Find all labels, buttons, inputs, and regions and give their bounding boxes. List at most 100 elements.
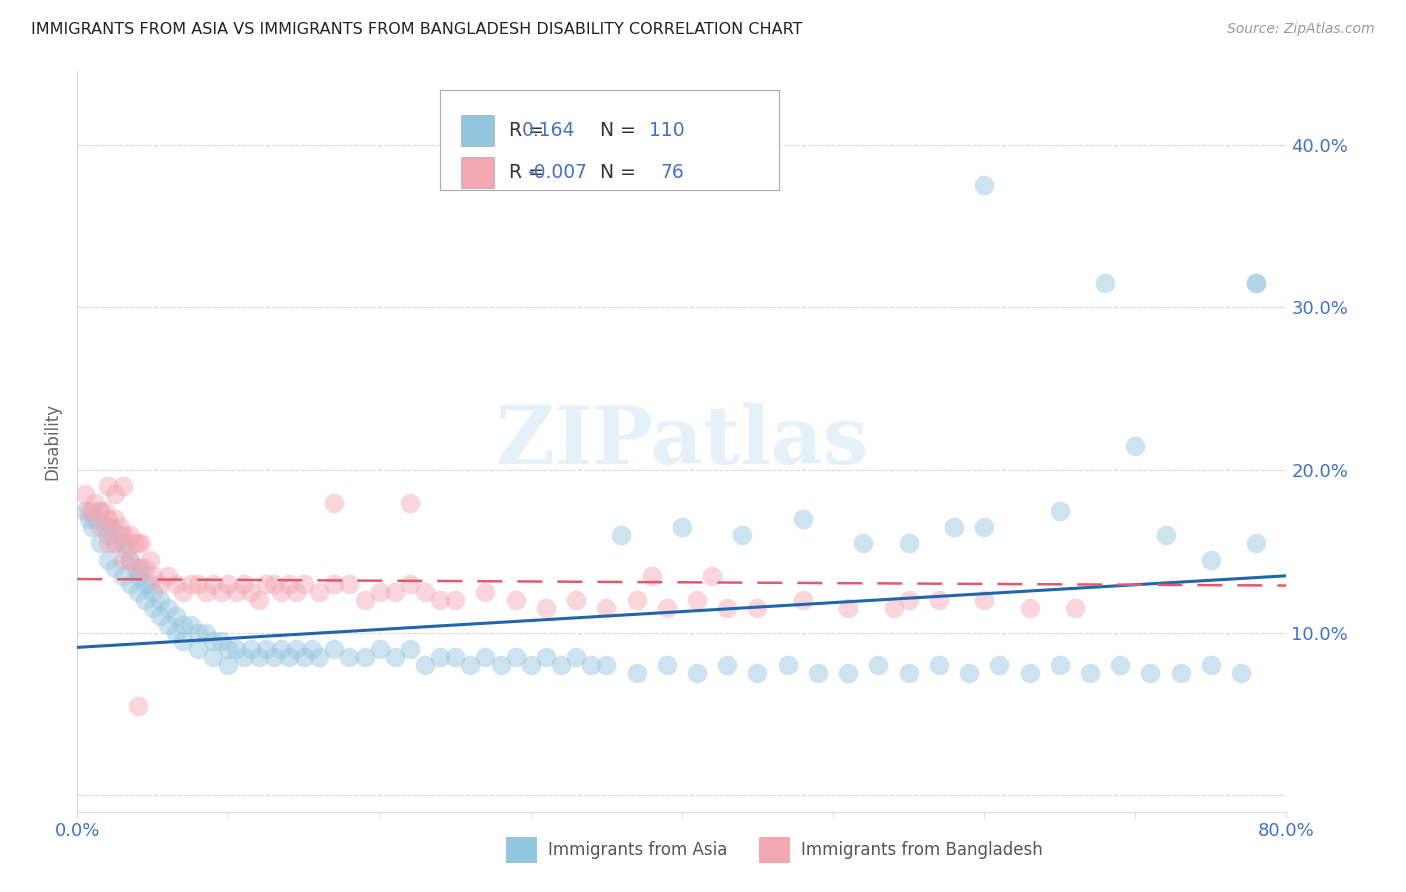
Point bbox=[127, 560, 149, 574]
Point bbox=[474, 585, 496, 599]
Point bbox=[301, 642, 323, 657]
Point bbox=[928, 593, 950, 607]
Point bbox=[157, 568, 180, 582]
Point bbox=[1123, 439, 1146, 453]
Point bbox=[973, 593, 995, 607]
Point bbox=[702, 568, 724, 582]
Text: ZIPatlas: ZIPatlas bbox=[496, 402, 868, 481]
Point bbox=[139, 577, 162, 591]
Point bbox=[270, 585, 292, 599]
Text: Source: ZipAtlas.com: Source: ZipAtlas.com bbox=[1227, 22, 1375, 37]
FancyBboxPatch shape bbox=[440, 90, 779, 190]
Text: Immigrants from Bangladesh: Immigrants from Bangladesh bbox=[801, 841, 1043, 859]
Point bbox=[165, 609, 187, 624]
Point bbox=[108, 520, 131, 534]
Point bbox=[96, 512, 118, 526]
Point bbox=[837, 666, 859, 681]
Point bbox=[323, 495, 346, 509]
Point bbox=[218, 658, 240, 673]
Point bbox=[837, 601, 859, 615]
Point bbox=[96, 528, 118, 542]
Point bbox=[1246, 276, 1268, 290]
Point bbox=[897, 666, 920, 681]
Point bbox=[792, 593, 814, 607]
Point bbox=[120, 552, 142, 566]
Point bbox=[973, 178, 995, 193]
Point bbox=[129, 560, 152, 574]
Point bbox=[792, 512, 814, 526]
Point bbox=[127, 698, 149, 713]
Point bbox=[285, 585, 308, 599]
Point bbox=[776, 658, 799, 673]
Text: R =: R = bbox=[509, 162, 544, 182]
Point bbox=[111, 568, 134, 582]
Point bbox=[172, 633, 194, 648]
Point bbox=[323, 577, 346, 591]
Point bbox=[127, 585, 149, 599]
Point bbox=[96, 479, 118, 493]
Point bbox=[263, 650, 285, 665]
Point bbox=[157, 601, 180, 615]
Point bbox=[399, 577, 422, 591]
Point bbox=[142, 568, 165, 582]
Point bbox=[111, 536, 134, 550]
Point bbox=[84, 495, 107, 509]
Point bbox=[73, 487, 96, 501]
Point bbox=[124, 536, 146, 550]
Point bbox=[308, 650, 330, 665]
Point bbox=[1094, 276, 1116, 290]
Point bbox=[254, 577, 277, 591]
Point bbox=[149, 609, 172, 624]
Point bbox=[247, 593, 270, 607]
Point bbox=[202, 577, 225, 591]
Point bbox=[444, 593, 467, 607]
Point bbox=[263, 577, 285, 591]
Point bbox=[100, 520, 122, 534]
Point bbox=[1018, 666, 1040, 681]
Point bbox=[142, 601, 165, 615]
Point bbox=[232, 650, 254, 665]
Point bbox=[626, 666, 648, 681]
Point bbox=[89, 504, 111, 518]
Point bbox=[581, 658, 603, 673]
Point bbox=[444, 650, 467, 665]
Point bbox=[139, 552, 162, 566]
Point bbox=[111, 552, 134, 566]
Point bbox=[89, 504, 111, 518]
Point bbox=[225, 585, 247, 599]
Point bbox=[474, 650, 496, 665]
Point bbox=[89, 536, 111, 550]
Text: -0.007: -0.007 bbox=[527, 162, 588, 182]
Point bbox=[120, 552, 142, 566]
Point bbox=[353, 593, 375, 607]
Text: 0.164: 0.164 bbox=[522, 121, 575, 140]
Point bbox=[202, 650, 225, 665]
Point bbox=[641, 568, 664, 582]
Point bbox=[1064, 601, 1087, 615]
Point bbox=[82, 504, 104, 518]
Point bbox=[1230, 666, 1253, 681]
Point bbox=[108, 528, 131, 542]
Point bbox=[194, 625, 217, 640]
Point bbox=[254, 642, 277, 657]
Point bbox=[149, 577, 172, 591]
Point bbox=[897, 536, 920, 550]
Point bbox=[111, 528, 134, 542]
Point bbox=[505, 593, 527, 607]
Bar bbox=[461, 115, 495, 146]
Point bbox=[1078, 666, 1101, 681]
Point bbox=[165, 577, 187, 591]
Text: IMMIGRANTS FROM ASIA VS IMMIGRANTS FROM BANGLADESH DISABILITY CORRELATION CHART: IMMIGRANTS FROM ASIA VS IMMIGRANTS FROM … bbox=[31, 22, 803, 37]
Point bbox=[104, 536, 127, 550]
Point bbox=[565, 650, 588, 665]
Point bbox=[172, 585, 194, 599]
Point bbox=[308, 585, 330, 599]
Point bbox=[218, 577, 240, 591]
Point bbox=[111, 479, 134, 493]
Point bbox=[973, 520, 995, 534]
Point bbox=[232, 577, 254, 591]
Point bbox=[747, 601, 769, 615]
Point bbox=[134, 577, 156, 591]
Point bbox=[247, 650, 270, 665]
Point bbox=[96, 552, 118, 566]
